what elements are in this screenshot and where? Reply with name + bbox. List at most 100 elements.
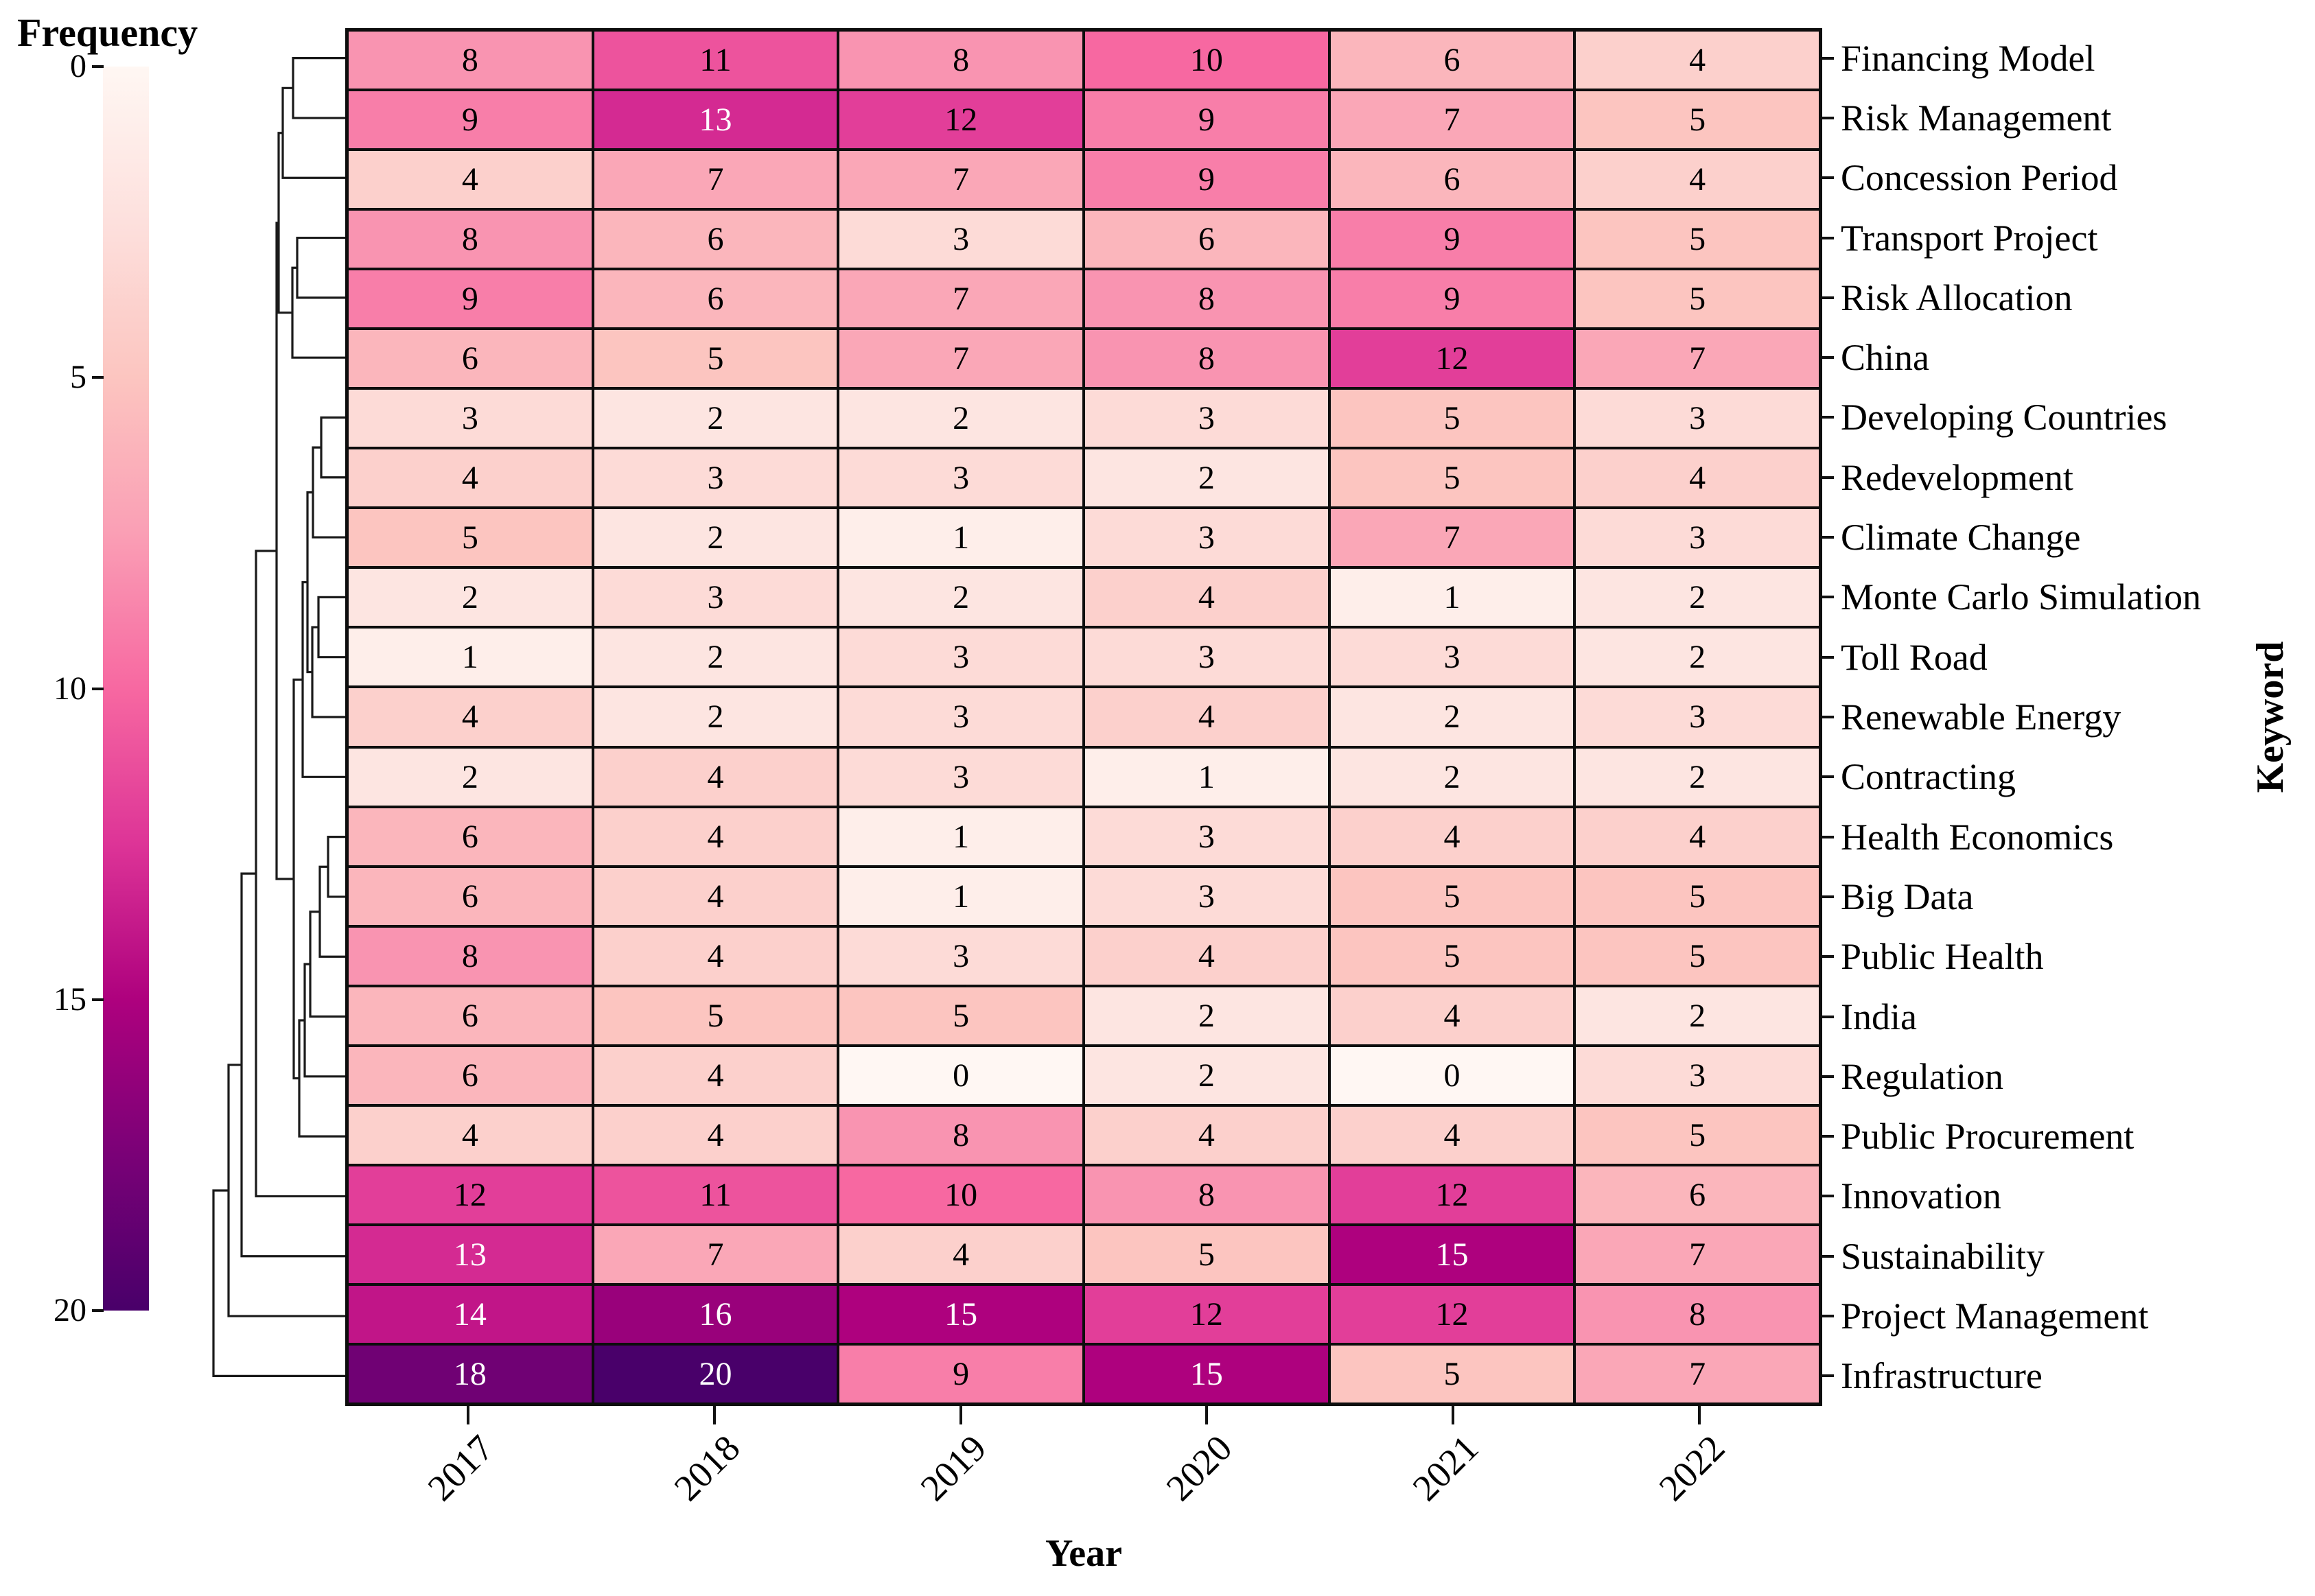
- heatmap-cell: 12: [1329, 329, 1575, 389]
- dendrogram-link: [317, 596, 345, 659]
- heatmap-cell: 7: [1574, 1343, 1820, 1404]
- dendrogram-link: [311, 626, 345, 718]
- heatmap-cell: 5: [1329, 926, 1575, 986]
- heatmap-cell: 12: [347, 1164, 593, 1225]
- heatmap-cell: 3: [1329, 627, 1575, 688]
- row-label: Developing Countries: [1841, 397, 2167, 438]
- dendrogram-link: [301, 580, 345, 778]
- heatmap-cell: 5: [1329, 388, 1575, 449]
- heatmap-cell: 5: [1574, 926, 1820, 986]
- heatmap-cell: 1: [838, 866, 1084, 926]
- row-label: Toll Road: [1841, 636, 1988, 678]
- heatmap-cell: 2: [1574, 627, 1820, 688]
- heatmap-cell: 8: [347, 209, 593, 270]
- x-axis-title: Year: [1045, 1532, 1122, 1575]
- heatmap-cell: 6: [592, 269, 839, 329]
- heatmap-cell: 13: [592, 90, 839, 150]
- heatmap-cell: 3: [1574, 687, 1820, 747]
- heatmap-cell: 3: [347, 388, 593, 449]
- row-tick-mark: [1822, 1015, 1834, 1018]
- colorbar-tick-mark: [92, 998, 104, 1001]
- column-tick-mark: [1205, 1406, 1209, 1424]
- heatmap-cell: 4: [592, 747, 839, 807]
- heatmap-cell: 13: [347, 1224, 593, 1284]
- heatmap-cell: 7: [838, 150, 1084, 210]
- heatmap-cell: 6: [347, 866, 593, 926]
- dendrogram-link: [292, 57, 345, 119]
- heatmap-cell: 3: [592, 567, 839, 628]
- heatmap-cell: 1: [1329, 567, 1575, 628]
- heatmap-cell: 3: [1083, 627, 1329, 688]
- row-label: Concession Period: [1841, 157, 2118, 199]
- colorbar-tick-label: 0: [70, 48, 86, 84]
- heatmap-cell: 3: [1083, 866, 1329, 926]
- dendrogram-link: [277, 132, 292, 314]
- heatmap-cell: 4: [592, 806, 839, 867]
- heatmap-cell: 9: [1083, 90, 1329, 150]
- heatmap-cell: 5: [1329, 1343, 1575, 1404]
- heatmap-cell: 3: [838, 926, 1084, 986]
- heatmap-cell: 4: [1329, 806, 1575, 867]
- heatmap-cell: 7: [592, 1224, 839, 1284]
- dendrogram-link: [212, 1189, 345, 1377]
- heatmap-cell: 15: [1329, 1224, 1575, 1284]
- heatmap-cell: 5: [838, 985, 1084, 1046]
- heatmap-cell: 5: [1329, 866, 1575, 926]
- row-tick-mark: [1822, 1374, 1834, 1378]
- colorbar-tick-mark: [92, 65, 104, 68]
- heatmap-cell: 1: [347, 627, 593, 688]
- row-tick-mark: [1822, 1195, 1834, 1198]
- heatmap-cell: 15: [1083, 1343, 1329, 1404]
- heatmap-cell: 2: [347, 747, 593, 807]
- heatmap-cell: 4: [592, 1105, 839, 1165]
- heatmap-cell: 15: [838, 1284, 1084, 1344]
- heatmap-cell: 11: [592, 30, 839, 91]
- heatmap-grid: 8 11 8 10 6 4 9 13 12 9 7 5 4 7 7 9 6 4 8 6 3 6 9 5 9 6 7 8 9 5 6 5 7 8 12…: [345, 28, 1822, 1406]
- heatmap-cell: 0: [838, 1045, 1084, 1105]
- column-tick-mark: [1452, 1406, 1454, 1424]
- heatmap-cell: 0: [1329, 1045, 1575, 1105]
- row-tick-mark: [1822, 356, 1834, 360]
- heatmap-cell: 4: [1574, 150, 1820, 210]
- heatmap-cell: 12: [1329, 1284, 1575, 1344]
- heatmap-cell: 2: [1083, 985, 1329, 1046]
- heatmap-cell: 6: [592, 209, 839, 270]
- row-tick-mark: [1822, 775, 1834, 779]
- colorbar-tick-mark: [92, 1309, 104, 1312]
- row-tick-mark: [1822, 1254, 1834, 1258]
- row-label: Risk Management: [1841, 97, 2112, 139]
- heatmap-cell: 10: [1083, 30, 1329, 91]
- heatmap-cell: 3: [838, 627, 1084, 688]
- heatmap-cell: 7: [1329, 90, 1575, 150]
- heatmap-cell: 9: [1329, 269, 1575, 329]
- heatmap-cell: 5: [347, 508, 593, 568]
- heatmap-cell: 4: [592, 926, 839, 986]
- heatmap-cell: 5: [1574, 1105, 1820, 1165]
- row-label: Climate Change: [1841, 517, 2081, 559]
- row-tick-mark: [1822, 895, 1834, 898]
- row-tick-mark: [1822, 596, 1834, 599]
- heatmap-cell: 2: [1574, 985, 1820, 1046]
- column-tick-mark: [467, 1406, 470, 1424]
- row-label: Redevelopment: [1841, 456, 2073, 498]
- heatmap-cell: 2: [838, 567, 1084, 628]
- heatmap-cell: 2: [592, 388, 839, 449]
- heatmap-cell: 2: [347, 567, 593, 628]
- heatmap-cell: 3: [1574, 1045, 1820, 1105]
- heatmap-cell: 4: [347, 150, 593, 210]
- heatmap-cell: 11: [592, 1164, 839, 1225]
- heatmap-cell: 14: [347, 1284, 593, 1344]
- row-label: Big Data: [1841, 876, 1974, 917]
- heatmap-cell: 8: [1083, 329, 1329, 389]
- row-label: Innovation: [1841, 1175, 2001, 1217]
- heatmap-cell: 3: [1083, 388, 1329, 449]
- heatmap-cell: 2: [592, 627, 839, 688]
- heatmap-cell: 3: [838, 747, 1084, 807]
- row-tick-mark: [1822, 1315, 1834, 1318]
- row-tick-mark: [1822, 1075, 1834, 1078]
- heatmap-cell: 1: [838, 508, 1084, 568]
- heatmap-cell: 4: [838, 1224, 1084, 1284]
- heatmap-cell: 2: [1083, 448, 1329, 508]
- heatmap-cell: 4: [1574, 448, 1820, 508]
- row-label: Public Health: [1841, 936, 2044, 978]
